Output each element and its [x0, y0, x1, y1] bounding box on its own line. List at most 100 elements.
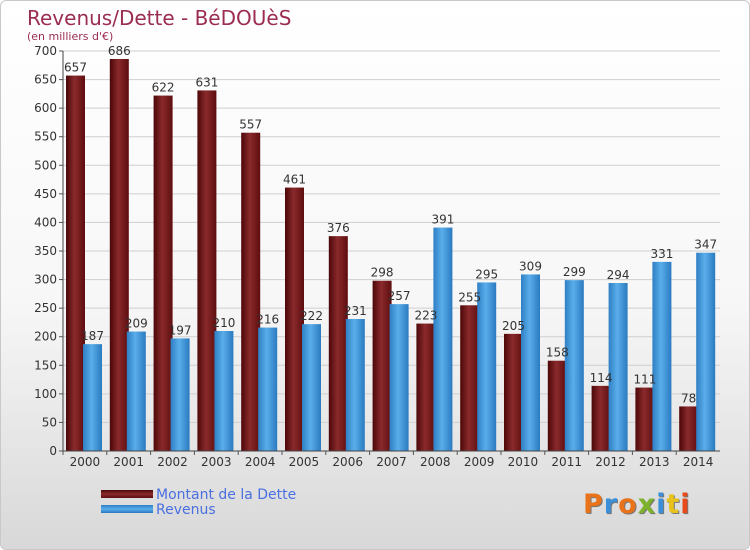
legend-label-revenus: Revenus	[156, 502, 216, 518]
logo-letter: t	[666, 489, 681, 520]
data-label-revenus: 257	[388, 289, 411, 303]
bar-dette	[679, 406, 699, 451]
data-label-dette: 622	[152, 81, 175, 95]
x-tick-label: 2008	[420, 455, 451, 469]
x-tick-label: 2005	[289, 455, 320, 469]
data-label-revenus: 187	[81, 329, 104, 343]
data-label-dette: 205	[502, 319, 525, 333]
x-tick-label: 2002	[157, 455, 188, 469]
bar-revenus	[83, 344, 102, 451]
bar-dette	[285, 187, 304, 452]
data-label-dette: 158	[546, 346, 569, 360]
data-label-dette: 557	[239, 118, 262, 132]
x-tick-label: 2012	[595, 455, 626, 469]
y-tick-label: 300	[34, 273, 57, 287]
data-label-revenus: 210	[212, 316, 235, 330]
x-tick-label: 2000	[70, 455, 101, 469]
x-tick-label: 2004	[245, 455, 276, 469]
y-tick-label: 50	[42, 415, 57, 429]
bar-revenus	[126, 331, 146, 451]
x-tick-label: 2006	[332, 455, 363, 469]
bar-revenus	[608, 283, 628, 451]
x-tick-label: 2003	[201, 455, 232, 469]
bar-dette	[591, 385, 611, 451]
x-axis-tick-labels: 2000 2001 2002 2003 2004 2005 2006 2007 2008 2009…	[62, 451, 714, 469]
y-tick-label: 700	[34, 44, 57, 58]
data-label-dette: 78	[681, 391, 696, 405]
bar-dette	[460, 305, 480, 451]
data-label-dette: 255	[458, 290, 481, 304]
logo-letter: o	[618, 489, 638, 520]
data-label-dette: 461	[283, 173, 306, 187]
bars	[66, 59, 716, 452]
y-tick-label: 650	[34, 73, 57, 87]
data-label-revenus: 222	[300, 309, 323, 323]
data-label-dette: 376	[327, 221, 350, 235]
bar-revenus	[477, 282, 497, 451]
logo-letter: i	[680, 489, 691, 520]
data-label-dette: 686	[108, 44, 131, 58]
bar-dette	[635, 387, 655, 451]
y-tick-label: 400	[34, 215, 57, 229]
y-tick-label: 200	[34, 330, 57, 344]
bar-revenus	[389, 304, 409, 451]
y-tick-label: 550	[34, 130, 57, 144]
x-tick-label: 2014	[683, 455, 714, 469]
bar-dette	[66, 75, 85, 452]
bar-revenus	[170, 338, 190, 451]
x-tick-label: 2010	[508, 455, 539, 469]
bar-revenus	[696, 252, 716, 451]
chart-subtitle: (en milliers d'€)	[27, 30, 114, 43]
data-label-revenus: 231	[344, 304, 367, 318]
data-label-dette: 631	[195, 75, 218, 89]
data-label-revenus: 295	[475, 267, 498, 281]
bar-dette	[372, 280, 392, 451]
bar-dette	[153, 95, 173, 452]
data-label-revenus: 209	[125, 317, 148, 331]
data-label-dette: 298	[371, 266, 394, 280]
bar-revenus	[521, 274, 540, 451]
proxiti-logo: Proxiti	[583, 489, 691, 520]
data-label-dette: 223	[414, 309, 437, 323]
legend-label-dette: Montant de la Dette	[156, 487, 297, 503]
x-tick-label: 2009	[464, 455, 495, 469]
y-tick-label: 150	[34, 358, 57, 372]
logo-letter: i	[656, 489, 667, 520]
bar-dette	[241, 132, 261, 451]
bar-dette	[328, 236, 348, 451]
data-label-revenus: 391	[431, 213, 454, 227]
bar-revenus	[214, 331, 234, 451]
bar-dette	[547, 360, 567, 451]
chart-title: Revenus/Dette - BéDOUèS	[27, 6, 292, 30]
bar-revenus	[652, 261, 672, 451]
bar-dette	[416, 323, 436, 451]
data-label-revenus: 294	[607, 268, 630, 282]
y-tick-label: 350	[34, 244, 57, 258]
y-tick-label: 450	[34, 187, 57, 201]
data-label-revenus: 299	[563, 265, 586, 279]
bar-revenus	[302, 324, 321, 451]
logo-letter: r	[603, 489, 619, 520]
data-label-revenus: 197	[169, 323, 192, 337]
data-label-revenus: 216	[256, 313, 279, 327]
data-labels: 657 686 622 631 557 461 376 298 223 255 205 158 114 1…	[64, 44, 717, 405]
data-label-dette: 114	[590, 371, 613, 385]
y-tick-label: 100	[34, 387, 57, 401]
data-label-dette: 657	[64, 61, 87, 75]
y-tick-label: 500	[34, 158, 57, 172]
x-tick-label: 2007	[376, 455, 407, 469]
bar-dette	[197, 90, 217, 451]
x-tick-label: 2013	[639, 455, 670, 469]
bar-revenus	[433, 227, 453, 451]
legend-swatch-dette	[101, 490, 153, 498]
data-label-revenus: 347	[694, 238, 717, 252]
logo-letter: P	[583, 489, 604, 520]
data-label-dette: 111	[633, 373, 656, 387]
y-tick-label: 250	[34, 301, 57, 315]
bar-revenus	[564, 280, 584, 451]
bar-revenus	[258, 327, 278, 451]
bar-revenus	[345, 319, 365, 451]
bar-dette	[504, 333, 523, 451]
